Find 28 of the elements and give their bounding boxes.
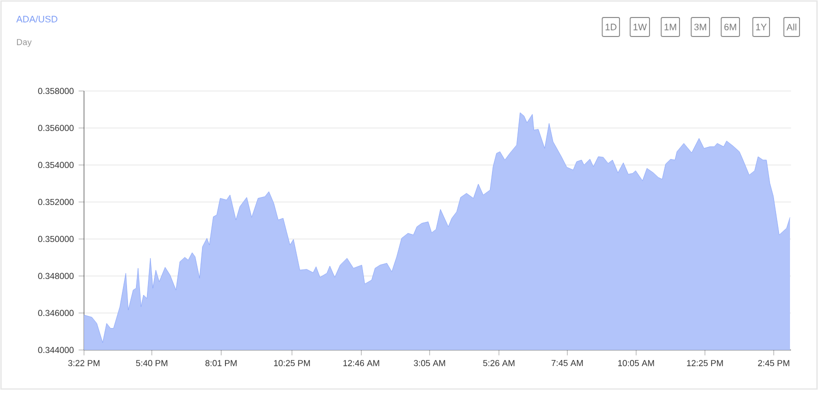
y-tick-label: 0.350000 — [38, 236, 74, 242]
text: All — [786, 24, 796, 30]
text: 1M — [664, 24, 676, 30]
y-tick-label: 0.346000 — [38, 310, 74, 316]
text: 6M — [724, 24, 736, 30]
chart-title: ADA/USD — [16, 16, 58, 22]
x-tick-label: 3:05 AM — [414, 360, 446, 366]
y-tick-label: 0.348000 — [38, 272, 74, 280]
text: 1D — [606, 24, 616, 30]
x-tick-label: 12:46 AM — [343, 360, 380, 366]
x-tick-label: 12:25 PM — [687, 360, 723, 366]
text: 1Y — [756, 24, 767, 30]
y-tick-label: 0.344000 — [38, 346, 74, 354]
x-tick-label: 3:22 PM — [68, 360, 100, 366]
y-tick-label: 0.352000 — [38, 198, 74, 206]
x-tick-label: 10:25 PM — [274, 360, 310, 366]
chart-subtitle: Day — [16, 39, 32, 47]
x-tick-label: 5:26 AM — [483, 360, 514, 366]
y-tick-label: 0.356000 — [38, 124, 74, 132]
x-tick-label: 2:45 PM — [758, 360, 790, 366]
text: 1W — [634, 24, 647, 30]
x-tick-label: 8:01 PM — [205, 360, 237, 366]
x-tick-label: 5:40 PM — [136, 360, 168, 366]
x-tick-label: 10:05 AM — [618, 360, 654, 366]
text: 3M — [694, 24, 706, 30]
y-tick-label: 0.358000 — [38, 88, 74, 94]
y-tick-label: 0.354000 — [38, 162, 74, 168]
x-tick-label: 7:45 AM — [552, 360, 583, 366]
